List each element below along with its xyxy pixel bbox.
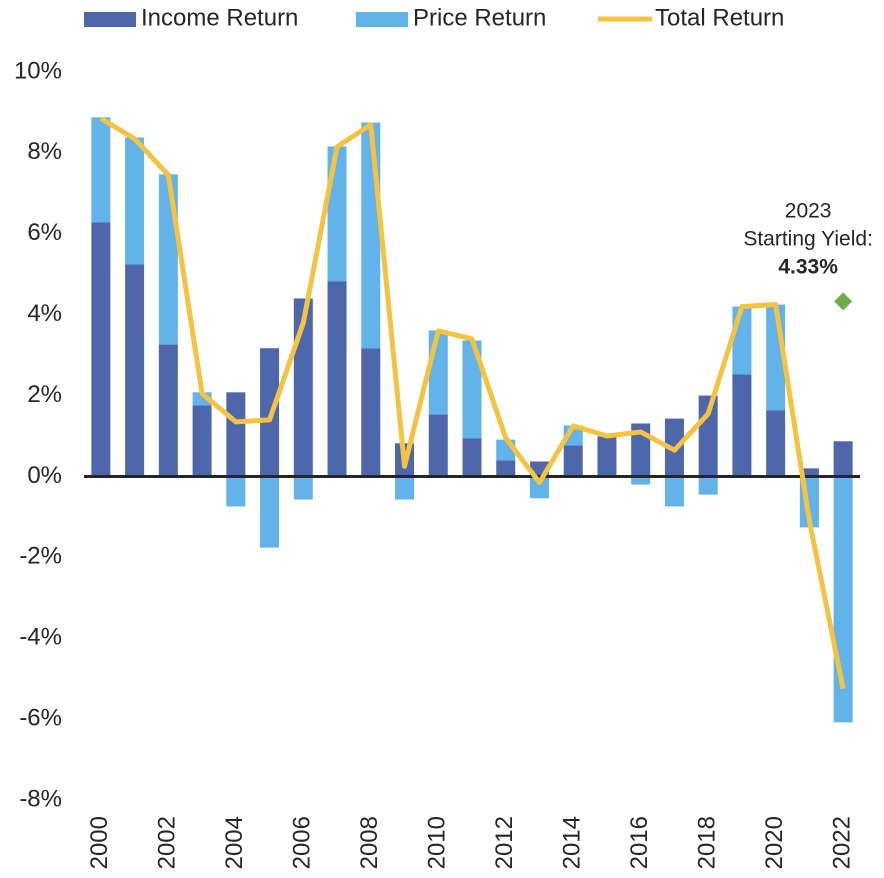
line xyxy=(99,116,846,690)
y-tick-label: -8% xyxy=(19,785,62,812)
x-tick-label: 2006 xyxy=(289,816,316,869)
x-tick-label: 2014 xyxy=(559,816,586,869)
x-tick-label: 2000 xyxy=(86,816,113,869)
bar xyxy=(158,174,178,345)
bar xyxy=(664,476,684,507)
bar xyxy=(327,281,347,477)
y-tick-label: -2% xyxy=(19,543,62,570)
x-tick-label: 2022 xyxy=(828,816,855,869)
y-tick-label: -4% xyxy=(19,624,62,651)
bar xyxy=(563,445,583,477)
bar xyxy=(125,137,145,265)
bar xyxy=(597,436,617,477)
legend-swatch xyxy=(356,12,408,27)
x-tick-label: 2008 xyxy=(356,816,383,869)
annotation-value: 4.33% xyxy=(778,256,838,279)
y-tick-label: 4% xyxy=(27,300,62,327)
x-tick-label: 2018 xyxy=(694,816,721,869)
bar xyxy=(496,460,516,477)
bar xyxy=(732,306,752,375)
x-tick-label: 2004 xyxy=(221,816,248,869)
y-tick-label: 0% xyxy=(27,462,62,489)
y-tick-label: 6% xyxy=(27,219,62,246)
bar xyxy=(293,476,313,500)
bar xyxy=(361,122,381,349)
bar xyxy=(226,392,246,477)
yield-marker xyxy=(834,292,853,311)
bar xyxy=(698,476,718,495)
bar xyxy=(799,468,819,477)
x-tick-label: 2010 xyxy=(424,816,451,869)
bar xyxy=(833,441,853,477)
bar xyxy=(529,476,549,499)
bar xyxy=(462,340,482,439)
bar xyxy=(158,344,178,477)
x-tick-label: 2020 xyxy=(761,816,788,869)
legend-label: Income Return xyxy=(141,4,298,31)
bar xyxy=(428,414,448,477)
bar xyxy=(766,410,786,477)
bar xyxy=(192,405,212,477)
y-tick-label: 10% xyxy=(14,57,62,84)
bar xyxy=(226,476,246,507)
legend-swatch xyxy=(84,12,136,27)
legend-label: Price Return xyxy=(413,4,546,31)
annotation-text: 2023 xyxy=(785,200,832,223)
x-tick-label: 2002 xyxy=(154,816,181,869)
bar xyxy=(631,476,651,485)
bar xyxy=(91,222,111,477)
bar xyxy=(91,117,111,223)
bar xyxy=(260,476,280,548)
bar xyxy=(732,374,752,477)
bar xyxy=(327,146,347,282)
y-tick-label: 2% xyxy=(27,381,62,408)
x-tick-label: 2012 xyxy=(491,816,518,869)
bar xyxy=(395,476,415,500)
legend-label: Total Return xyxy=(655,4,784,31)
annotation-text: Starting Yield: xyxy=(743,228,873,251)
bar xyxy=(361,348,381,477)
y-tick-label: -6% xyxy=(19,704,62,731)
y-tick-label: 8% xyxy=(27,138,62,165)
bar xyxy=(125,264,145,477)
bar xyxy=(428,330,448,415)
bar xyxy=(462,438,482,477)
x-tick-label: 2016 xyxy=(626,816,653,869)
